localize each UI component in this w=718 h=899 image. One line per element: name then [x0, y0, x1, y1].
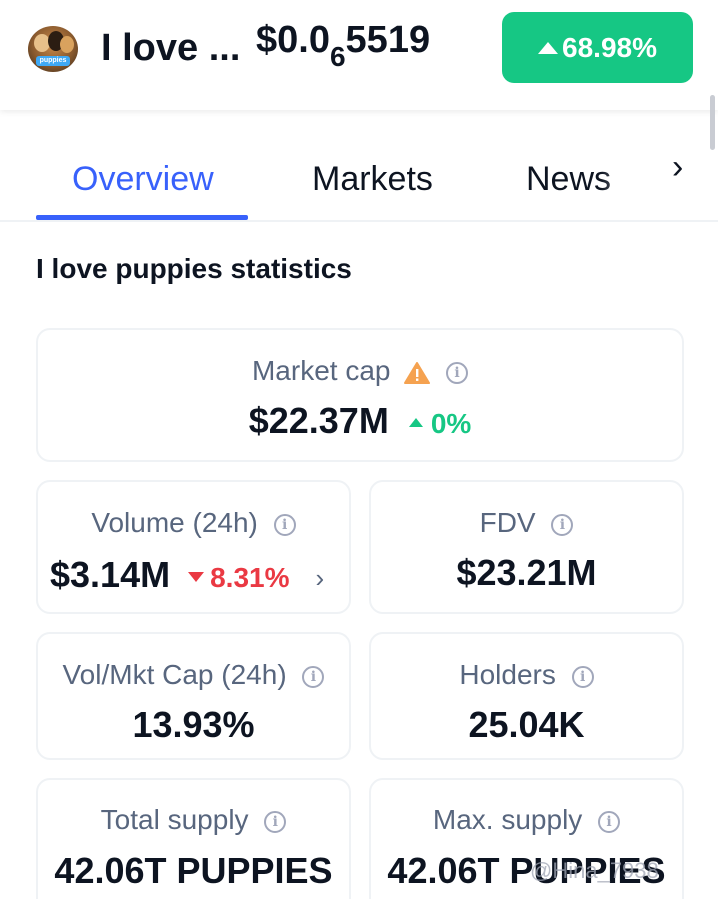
volume-value-row: $3.14M 8.31% ›: [38, 554, 349, 596]
triangle-up-icon: [538, 41, 559, 54]
volume-change: 8.31%: [188, 562, 290, 593]
triangle-up-icon: [408, 418, 423, 428]
info-icon[interactable]: i: [264, 810, 287, 833]
fdv-value: $23.21M: [456, 552, 597, 593]
tab-bar: Overview Markets News: [0, 150, 718, 222]
vol-mkt-cap-label: Vol/Mkt Cap (24h): [62, 659, 287, 690]
coin-logo: puppies: [28, 26, 78, 72]
tab-overview[interactable]: Overview: [72, 160, 214, 198]
fdv-label: FDV: [479, 507, 536, 538]
price-change-value: 68.98%: [562, 31, 657, 63]
coin-name: I love ...: [101, 27, 241, 69]
tab-fade: [600, 150, 660, 220]
market-cap-value-row: $22.37M 0%: [38, 400, 682, 442]
market-cap-change-value: 0%: [430, 408, 472, 439]
vol-mkt-cap-card: Vol/Mkt Cap (24h) i 13.93%: [36, 632, 351, 760]
market-cap-label-row: Market cap i: [38, 355, 682, 387]
chevron-right-icon[interactable]: ›: [672, 148, 684, 186]
chevron-right-icon[interactable]: ›: [315, 563, 325, 593]
price-prefix: $0.0: [256, 19, 330, 61]
max-supply-label: Max. supply: [432, 804, 583, 835]
vol-mkt-cap-value: 13.93%: [132, 704, 255, 745]
section-title: I love puppies statistics: [36, 253, 352, 284]
price-change-badge: 68.98%: [502, 12, 693, 83]
holders-value: 25.04K: [468, 704, 585, 745]
total-supply-label-row: Total supply i: [38, 804, 349, 836]
volume-value: $3.14M: [50, 554, 171, 595]
info-icon[interactable]: i: [571, 665, 594, 688]
triangle-down-icon: [188, 571, 205, 582]
fdv-card: FDV i $23.21M: [369, 480, 684, 614]
info-icon[interactable]: i: [598, 810, 621, 833]
max-supply-label-row: Max. supply i: [371, 804, 682, 836]
watermark-text: @Hina_7938: [530, 858, 659, 883]
market-cap-change: 0%: [408, 408, 472, 439]
info-icon[interactable]: i: [551, 513, 574, 536]
scrollbar[interactable]: [710, 95, 715, 150]
total-supply-card: Total supply i 42.06T PUPPIES: [36, 778, 351, 899]
tab-news[interactable]: News: [526, 160, 612, 198]
volume-card[interactable]: Volume (24h) i $3.14M 8.31% ›: [36, 480, 351, 614]
total-supply-label: Total supply: [100, 804, 249, 835]
holders-card: Holders i 25.04K: [369, 632, 684, 760]
fdv-label-row: FDV i: [371, 507, 682, 539]
vol-mkt-cap-label-row: Vol/Mkt Cap (24h) i: [38, 659, 349, 691]
info-icon[interactable]: i: [302, 665, 325, 688]
volume-label: Volume (24h): [91, 507, 258, 538]
market-cap-card: Market cap i $22.37M 0%: [36, 328, 684, 462]
holders-label-row: Holders i: [371, 659, 682, 691]
volume-label-row: Volume (24h) i: [38, 507, 349, 539]
watermark: @Hina_7938: [530, 858, 659, 884]
market-cap-value: $22.37M: [248, 400, 389, 441]
active-tab-indicator: [36, 215, 248, 220]
info-icon[interactable]: i: [273, 513, 296, 536]
price-suffix: 5519: [345, 19, 431, 61]
coin-price: $0.065519: [256, 18, 431, 72]
total-supply-value: 42.06T PUPPIES: [54, 850, 333, 891]
tab-markets[interactable]: Markets: [312, 160, 433, 198]
max-supply-value: 42.06T PUPPIES: [387, 850, 666, 891]
market-cap-label: Market cap: [251, 355, 391, 386]
holders-label: Holders: [459, 659, 556, 690]
logo-ribbon: puppies: [36, 56, 70, 66]
info-icon[interactable]: i: [446, 361, 469, 384]
volume-change-value: 8.31%: [210, 562, 290, 593]
warning-icon[interactable]: [404, 361, 431, 385]
max-supply-card: Max. supply i 42.06T PUPPIES: [369, 778, 684, 899]
price-zero-count: 6: [329, 41, 346, 72]
coin-header: puppies I love ... $0.065519 68.98%: [0, 0, 718, 110]
